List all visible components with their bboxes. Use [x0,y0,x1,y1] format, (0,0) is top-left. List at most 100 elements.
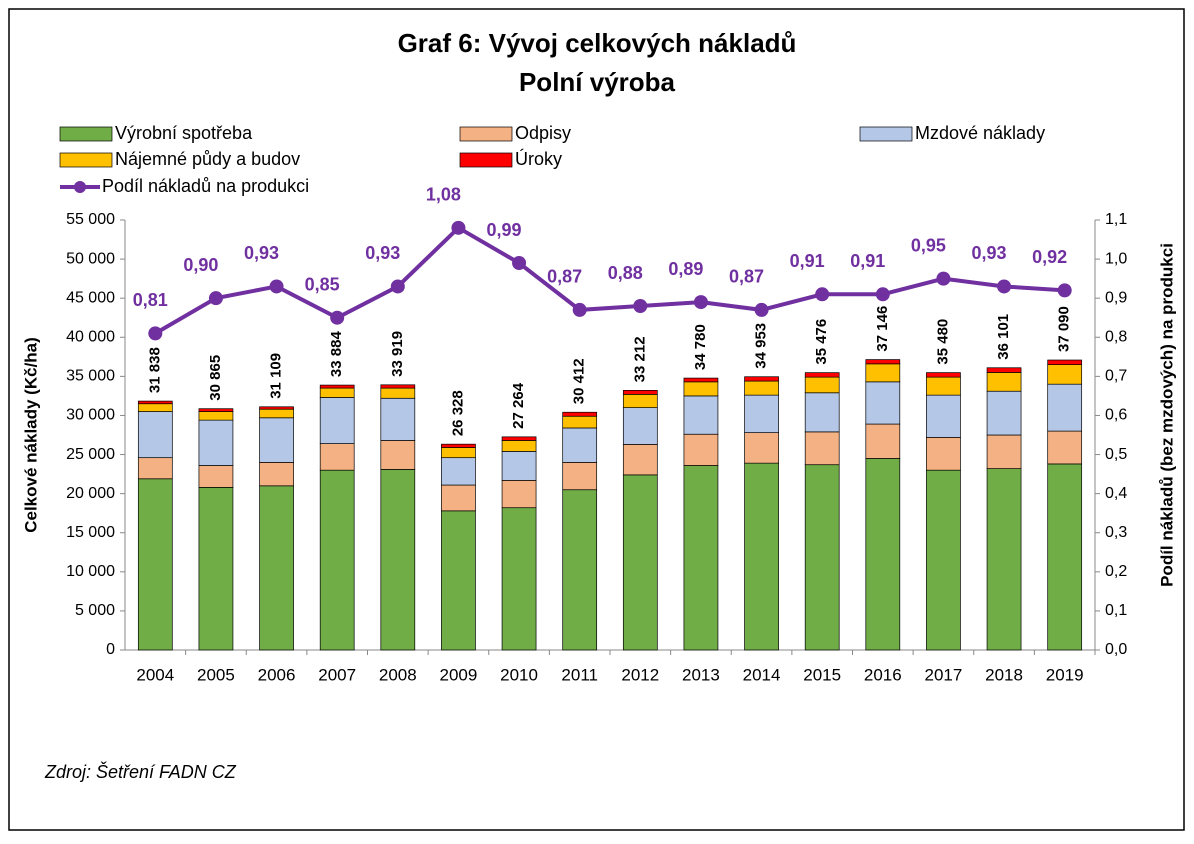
legend-label: Výrobní spotřeba [115,123,253,143]
total-label: 35 480 [934,319,951,365]
line-marker [815,287,830,302]
bar-segment [683,377,719,383]
bar-segment [744,462,779,651]
line-value-label: 0,91 [850,251,885,271]
x-tick-label: 2012 [621,665,659,684]
line-marker [330,310,345,325]
legend-marker [74,181,86,193]
legend-swatch [59,152,113,168]
bar-segment [441,510,476,651]
bar-segment [744,394,779,434]
line-marker [633,299,648,313]
x-tick-label: 2016 [864,665,902,684]
line-marker [875,287,890,302]
y2-tick-label: 0,9 [1105,289,1127,306]
bar-segment [259,417,294,463]
total-label: 36 101 [995,314,1012,360]
bar-segment [501,440,537,452]
legend-swatch [859,126,913,142]
bar-segment [380,384,416,389]
bar-segment [441,443,476,448]
total-label: 27 264 [510,382,527,429]
bar-segment [622,393,658,408]
bar-segment [986,372,1022,392]
line-marker [693,295,708,310]
bar-segment [380,440,416,470]
y2-tick-label: 0,7 [1105,368,1127,385]
x-tick-label: 2015 [803,665,841,684]
legend-swatch [459,126,513,142]
source: Zdroj: Šetření FADN CZ [44,761,237,782]
bar-segment [259,406,294,410]
bar-segment [198,419,234,466]
bar-segment [562,415,598,429]
line-value-label: 0,93 [365,243,400,263]
legend-label: Podíl nákladů na produkci [102,176,309,196]
bar-segment [319,387,355,398]
line-value-label: 0,85 [305,274,340,294]
y2-tick-label: 0,5 [1105,446,1127,463]
y-tick-label: 30 000 [66,407,115,424]
y-tick-label: 10 000 [66,563,115,580]
total-label: 31 109 [268,353,285,399]
x-tick-label: 2010 [500,665,538,684]
line [154,225,1065,336]
line-value-label: 0,99 [487,220,522,240]
legend-label: Nájemné půdy a budov [115,149,300,169]
bar-segment [198,408,234,412]
y-tick-label: 40 000 [66,328,115,345]
line-value-label: 0,87 [547,267,582,287]
line-value-label: 0,93 [972,243,1007,263]
bar-segment [804,376,840,394]
bar-segment [865,381,901,425]
total-label: 37 146 [874,306,891,352]
y2-tick-label: 0,6 [1105,407,1127,424]
y-tick-label: 50 000 [66,250,115,267]
y-tick-label: 20 000 [66,485,115,502]
x-tick-label: 2018 [985,665,1023,684]
bar-segment [622,389,658,395]
bar-segment [804,392,840,433]
y-tick-label: 45 000 [66,289,115,306]
bar-segment [501,451,537,481]
bar-segment [683,395,719,435]
legend-label: Mzdové náklady [915,123,1045,143]
y2-tick-label: 0,8 [1105,328,1127,345]
bar-segment [744,380,779,396]
bar-segment [744,376,779,382]
bar-segment [804,372,840,378]
legend-label: Úroky [515,148,562,169]
line-marker [208,291,223,306]
line-marker [572,302,587,317]
line-marker [512,256,527,270]
bar-segment [926,436,961,471]
bar-segment [259,408,294,419]
legend-swatch [59,126,113,142]
line-marker [148,326,163,341]
line-marker [754,302,769,317]
bar-segment [986,367,1022,373]
line-marker [997,279,1012,294]
line-value-label: 0,91 [790,251,825,271]
legend-label: Odpisy [515,123,571,143]
bar-segment [319,443,355,471]
y-tick-label: 35 000 [66,368,115,385]
total-label: 34 953 [753,323,770,369]
total-label: 35 476 [813,319,830,365]
bar-segment [562,427,598,463]
bar-segment [441,484,476,512]
line-marker [1057,283,1072,298]
x-tick-label: 2008 [379,665,417,684]
bar-segment [1047,383,1083,432]
total-label: 26 328 [449,390,466,436]
line-value-label: 1,08 [426,185,461,205]
total-label: 31 838 [146,347,163,393]
bar-segment [319,469,355,651]
bar-segment [198,487,234,651]
bar-segment [259,485,294,651]
bar-segment [137,403,173,412]
bar-segment [986,434,1022,469]
total-label: 30 865 [207,355,224,401]
y2-tick-label: 0,0 [1105,641,1127,658]
bar-segment [865,359,901,365]
